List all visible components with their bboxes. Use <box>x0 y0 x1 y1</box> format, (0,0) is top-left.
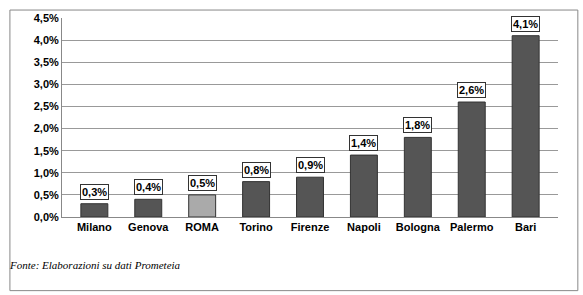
svg-text:0,3%: 0,3% <box>82 186 107 198</box>
svg-text:Bari: Bari <box>515 221 536 233</box>
svg-text:Fonte: Elaborazioni su dati Pr: Fonte: Elaborazioni su dati Prometeia <box>9 259 181 271</box>
svg-text:2,6%: 2,6% <box>459 84 484 96</box>
svg-text:4,5%: 4,5% <box>34 12 59 24</box>
svg-text:0,5%: 0,5% <box>190 177 215 189</box>
svg-text:0,0%: 0,0% <box>34 211 59 223</box>
svg-text:0,4%: 0,4% <box>136 181 161 193</box>
svg-text:2,0%: 2,0% <box>34 122 59 134</box>
svg-text:Torino: Torino <box>239 221 273 233</box>
svg-text:0,9%: 0,9% <box>298 159 323 171</box>
svg-text:Palermo: Palermo <box>450 221 494 233</box>
svg-text:Milano: Milano <box>77 221 112 233</box>
svg-text:1,4%: 1,4% <box>351 137 376 149</box>
svg-text:Firenze: Firenze <box>291 221 330 233</box>
svg-text:4,1%: 4,1% <box>513 18 538 30</box>
svg-text:2,5%: 2,5% <box>34 100 59 112</box>
svg-text:4,0%: 4,0% <box>34 34 59 46</box>
svg-text:ROMA: ROMA <box>185 221 219 233</box>
svg-text:3,5%: 3,5% <box>34 56 59 68</box>
svg-text:0,8%: 0,8% <box>244 164 269 176</box>
svg-text:1,5%: 1,5% <box>34 145 59 157</box>
svg-text:1,8%: 1,8% <box>405 119 430 131</box>
svg-text:1,0%: 1,0% <box>34 167 59 179</box>
svg-text:Genova: Genova <box>128 221 169 233</box>
svg-text:0,5%: 0,5% <box>34 189 59 201</box>
svg-text:Napoli: Napoli <box>347 221 381 233</box>
svg-text:3,0%: 3,0% <box>34 78 59 90</box>
svg-text:Bologna: Bologna <box>396 221 441 233</box>
